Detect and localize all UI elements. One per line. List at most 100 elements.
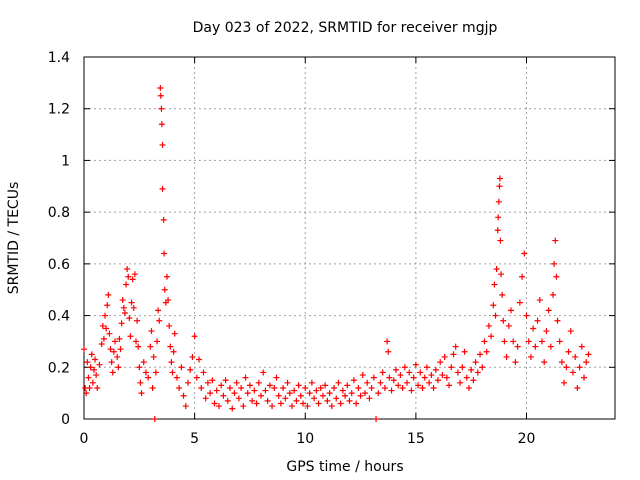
data-point	[508, 307, 515, 314]
data-point	[404, 379, 411, 386]
data-point	[160, 216, 167, 223]
data-point	[233, 379, 240, 386]
data-point	[120, 304, 127, 311]
data-point	[339, 387, 346, 394]
data-point	[525, 338, 532, 345]
data-point	[161, 286, 168, 293]
data-point	[335, 379, 342, 386]
data-point	[488, 333, 495, 340]
data-point	[297, 392, 304, 399]
data-point	[286, 390, 293, 397]
data-point	[446, 382, 453, 389]
data-point	[576, 364, 583, 371]
data-point	[521, 250, 528, 257]
data-point	[158, 105, 165, 112]
data-point	[583, 359, 590, 366]
data-point	[474, 369, 481, 376]
data-point	[569, 369, 576, 376]
data-point	[196, 356, 203, 363]
data-point	[567, 328, 574, 335]
data-point	[295, 382, 302, 389]
data-point	[277, 400, 284, 407]
data-point	[370, 374, 377, 381]
data-point	[159, 141, 166, 148]
data-point	[556, 338, 563, 345]
data-point	[86, 384, 93, 391]
data-point	[437, 359, 444, 366]
data-point	[510, 338, 517, 345]
data-point	[359, 372, 366, 379]
data-point	[116, 335, 123, 342]
data-point	[581, 374, 588, 381]
data-point	[342, 392, 349, 399]
data-point	[435, 377, 441, 384]
data-point	[269, 403, 276, 410]
data-point	[553, 273, 560, 280]
data-point	[454, 369, 461, 376]
data-point	[399, 384, 406, 391]
data-point	[100, 335, 107, 342]
data-point	[89, 379, 96, 386]
data-point	[110, 348, 117, 355]
data-point	[229, 405, 236, 412]
data-point	[324, 397, 331, 404]
data-point	[202, 395, 209, 402]
data-point	[142, 369, 149, 376]
data-point	[551, 260, 558, 267]
data-point	[561, 379, 568, 386]
data-point	[117, 346, 124, 353]
data-point	[148, 328, 155, 335]
data-point	[145, 374, 152, 381]
data-point	[315, 400, 322, 407]
data-point	[585, 351, 592, 358]
data-point	[450, 351, 457, 358]
data-point	[137, 379, 144, 386]
data-point	[463, 374, 470, 381]
data-point	[503, 353, 510, 360]
data-point	[128, 299, 135, 306]
data-point	[550, 291, 557, 298]
data-point	[457, 379, 464, 386]
data-point	[565, 348, 572, 355]
data-point	[397, 372, 404, 379]
data-point	[170, 348, 177, 355]
data-point	[222, 377, 229, 384]
data-point	[284, 379, 291, 386]
data-point	[495, 198, 502, 205]
data-point	[191, 333, 198, 340]
data-point	[465, 384, 472, 391]
data-point	[313, 387, 320, 394]
data-point	[213, 387, 220, 394]
data-point	[331, 384, 338, 391]
data-point	[485, 322, 492, 329]
data-point	[158, 121, 165, 128]
data-point	[563, 364, 570, 371]
data-point	[395, 382, 402, 389]
x-axis-label: GPS time / hours	[286, 459, 403, 475]
data-point	[187, 366, 194, 373]
data-point	[118, 320, 125, 327]
data-point	[132, 338, 139, 345]
data-point	[114, 353, 121, 360]
data-point	[84, 359, 91, 366]
data-point	[364, 379, 371, 386]
data-point	[262, 387, 269, 394]
data-point	[125, 273, 132, 280]
data-point	[280, 384, 287, 391]
data-point	[423, 364, 430, 371]
data-point	[288, 403, 295, 410]
data-point	[384, 338, 391, 345]
data-point	[379, 369, 386, 376]
data-point	[388, 387, 395, 394]
data-point	[242, 374, 249, 381]
data-point	[441, 353, 448, 360]
data-point	[105, 291, 112, 298]
data-point	[235, 395, 242, 402]
data-point	[366, 395, 373, 402]
data-point	[496, 175, 503, 182]
data-point	[552, 237, 559, 244]
data-point	[111, 338, 118, 345]
data-point	[109, 369, 116, 376]
data-point	[198, 384, 205, 391]
